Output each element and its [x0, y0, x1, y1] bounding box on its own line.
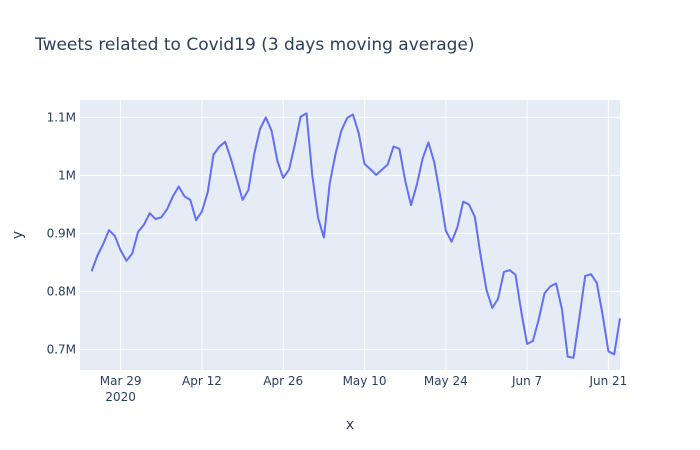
plot-area	[80, 100, 620, 370]
x-tick-sublabel: 2020	[105, 390, 136, 404]
x-tick-label: Jun 21	[588, 374, 627, 388]
x-axis-title: x	[346, 417, 354, 433]
series-line	[90, 112, 621, 359]
x-tick-label: Mar 29	[100, 374, 142, 388]
x-tick-label: Apr 12	[182, 374, 222, 388]
chart-title: Tweets related to Covid19 (3 days moving…	[34, 35, 475, 55]
y-tick-label: 0.9M	[47, 227, 76, 241]
y-tick-label: 1M	[58, 168, 76, 182]
x-tick-label: May 24	[424, 374, 468, 388]
y-axis-title: y	[10, 231, 26, 239]
x-tick-label: May 10	[343, 374, 387, 388]
x-tick-label: Jun 7	[511, 374, 542, 388]
y-tick-label: 0.7M	[47, 343, 76, 357]
x-tick-label: Apr 26	[263, 374, 303, 388]
y-tick-label: 1.1M	[47, 110, 76, 124]
y-tick-label: 0.8M	[47, 285, 76, 299]
